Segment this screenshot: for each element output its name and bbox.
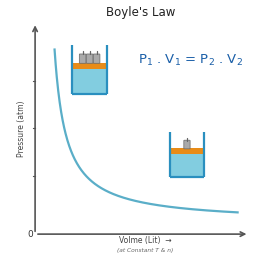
FancyBboxPatch shape <box>86 54 93 63</box>
FancyBboxPatch shape <box>79 54 86 63</box>
Bar <box>72 63 107 69</box>
Text: Volme (Lit)  →: Volme (Lit) → <box>119 236 171 245</box>
FancyBboxPatch shape <box>93 54 100 63</box>
Text: Pressure (atm): Pressure (atm) <box>17 100 26 157</box>
Text: (at Constant T & n): (at Constant T & n) <box>117 248 173 253</box>
Text: Boyle's Law: Boyle's Law <box>106 6 175 20</box>
Bar <box>170 148 204 154</box>
FancyBboxPatch shape <box>184 140 190 149</box>
Text: 0: 0 <box>27 230 33 239</box>
Bar <box>170 154 204 178</box>
Text: P$_1$ . V$_1$ = P$_2$ . V$_2$: P$_1$ . V$_1$ = P$_2$ . V$_2$ <box>138 53 243 68</box>
Bar <box>72 69 107 94</box>
